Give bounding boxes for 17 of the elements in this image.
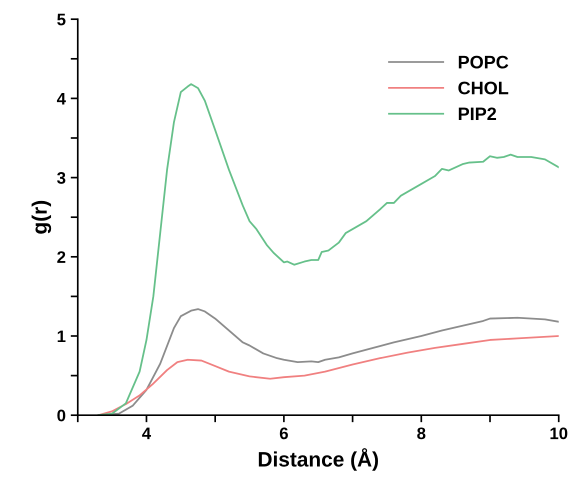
line-series [97, 335, 559, 416]
x-tick-label: 6 [280, 427, 288, 440]
x-axis-title: Distance (Å) [258, 448, 378, 471]
y-tick-label: 5 [57, 14, 66, 26]
legend-label: CHOL [458, 82, 508, 94]
x-tick-label: 8 [417, 427, 426, 440]
x-tick-label: 10 [550, 427, 568, 440]
y-axis-title: g(r) [32, 200, 52, 234]
legend-label: POPC [458, 56, 508, 69]
y-tick-label: 1 [58, 330, 66, 342]
line-series [97, 83, 559, 416]
y-tick-label: 4 [56, 92, 66, 104]
y-tick-label: 3 [57, 172, 66, 184]
x-tick-label: 4 [142, 428, 152, 440]
y-tick-label: 2 [57, 251, 66, 263]
y-tick-label: 0 [57, 410, 66, 422]
legend-label: PIP2 [458, 107, 496, 120]
